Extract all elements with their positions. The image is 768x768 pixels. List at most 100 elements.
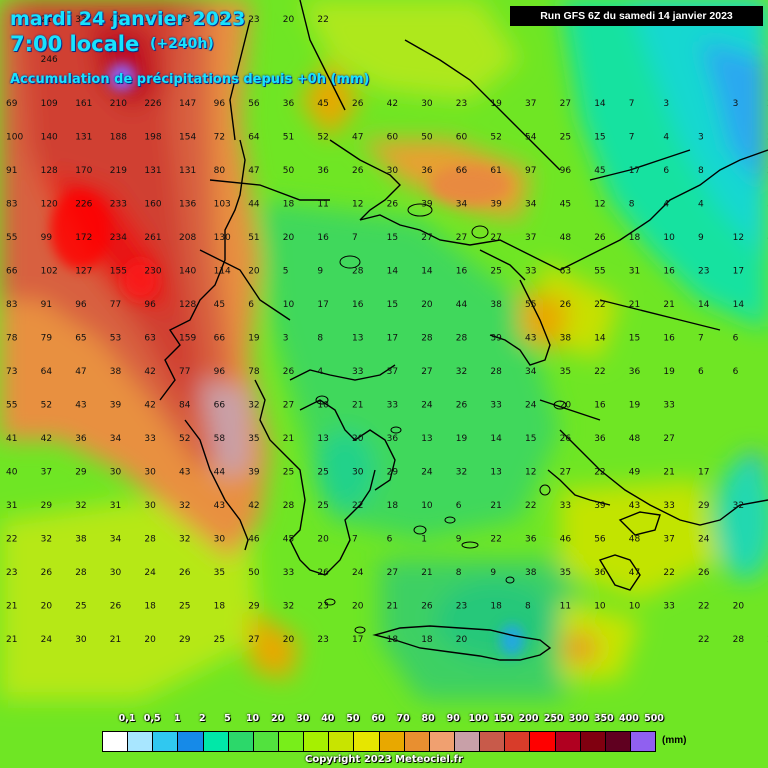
grid-value: 21 <box>352 401 363 411</box>
grid-value: 10 <box>421 501 433 511</box>
grid-value: 20 <box>283 635 295 645</box>
grid-value: 13 <box>317 434 328 444</box>
grid-value: 22 <box>317 15 328 25</box>
grid-value: 33 <box>560 501 571 511</box>
grid-value: 170 <box>75 166 92 176</box>
grid-value: 50 <box>421 133 433 143</box>
grid-value: 208 <box>179 233 196 243</box>
grid-value: 128 <box>41 166 58 176</box>
grid-value: 24 <box>421 468 433 478</box>
grid-value: 154 <box>179 133 196 143</box>
legend-tick: 80 <box>421 713 435 724</box>
grid-value: 50 <box>283 166 295 176</box>
grid-value: 44 <box>456 300 468 310</box>
grid-value: 233 <box>110 200 127 210</box>
grid-value: 78 <box>248 367 260 377</box>
grid-value: 21 <box>421 568 432 578</box>
grid-value: 21 <box>663 300 674 310</box>
legend-swatch <box>505 732 531 751</box>
grid-value: 24 <box>698 535 710 545</box>
grid-value: 26 <box>352 99 364 109</box>
color-legend <box>102 731 656 752</box>
grid-value: 44 <box>214 468 226 478</box>
grid-value: 26 <box>179 568 191 578</box>
grid-value: 30 <box>144 468 156 478</box>
grid-value: 96 <box>214 99 226 109</box>
grid-value: 31 <box>6 501 17 511</box>
legend-swatch <box>379 732 405 751</box>
grid-value: 14 <box>421 267 433 277</box>
forecast-lead-time: (+240h) <box>150 36 214 52</box>
grid-value: 24 <box>144 568 156 578</box>
grid-value: 77 <box>179 367 190 377</box>
grid-value: 32 <box>733 501 744 511</box>
grid-value: 37 <box>663 535 674 545</box>
grid-value: 34 <box>525 367 537 377</box>
legend-tick: 500 <box>644 713 664 724</box>
grid-value: 55 <box>6 401 17 411</box>
grid-value: 13 <box>352 334 363 344</box>
grid-value: 64 <box>248 133 260 143</box>
grid-value: 33 <box>144 434 155 444</box>
grid-value: 20 <box>283 15 295 25</box>
grid-value: 41 <box>6 434 17 444</box>
grid-value: 6 <box>248 300 254 310</box>
grid-value: 7 <box>629 99 635 109</box>
grid-value: 21 <box>629 300 640 310</box>
grid-value: 72 <box>214 133 225 143</box>
grid-value: 23 <box>698 267 709 277</box>
grid-value: 13 <box>421 434 432 444</box>
grid-value: 33 <box>663 602 674 612</box>
grid-value: 15 <box>594 133 605 143</box>
grid-value: 55 <box>594 267 605 277</box>
grid-value: 23 <box>456 602 467 612</box>
grid-value: 36 <box>629 367 641 377</box>
grid-value: 52 <box>317 133 328 143</box>
grid-value: 33 <box>352 367 363 377</box>
grid-value: 14 <box>594 334 606 344</box>
legend-swatch <box>580 732 606 751</box>
legend-tick: 400 <box>618 713 639 724</box>
grid-value: 39 <box>110 401 122 411</box>
grid-value: 36 <box>283 99 295 109</box>
grid-value: 35 <box>560 367 571 377</box>
grid-value: 22 <box>490 535 501 545</box>
grid-value: 100 <box>6 133 23 143</box>
grid-value: 43 <box>179 468 190 478</box>
grid-value: 32 <box>248 401 259 411</box>
legend-tick-labels: 0,1 0,5 1 2 5 10 20 30 40 50 60 70 80 90 100 150 200 250 3… <box>102 713 664 727</box>
legend-swatch <box>203 732 229 751</box>
grid-value: 32 <box>179 535 190 545</box>
detail-layers <box>50 63 524 656</box>
grid-value: 23 <box>456 99 467 109</box>
grid-value: 33 <box>283 568 294 578</box>
grid-value: 28 <box>733 635 745 645</box>
legend-tick: 10 <box>245 713 260 724</box>
grid-value: 27 <box>421 233 432 243</box>
legend-unit: (mm) <box>662 735 687 746</box>
grid-value: 24 <box>421 401 433 411</box>
grid-value: 78 <box>6 334 18 344</box>
grid-value: 19 <box>629 401 641 411</box>
grid-value: 13 <box>490 468 501 478</box>
grid-value: 172 <box>75 233 92 243</box>
grid-value: 20 <box>456 635 468 645</box>
grid-value: 9 <box>490 568 496 578</box>
grid-value: 226 <box>75 200 92 210</box>
grid-value: 32 <box>41 535 52 545</box>
legend-tick: 0,1 <box>118 713 136 724</box>
grid-value: 58 <box>214 434 226 444</box>
grid-value: 97 <box>525 166 536 176</box>
grid-value: 20 <box>41 602 53 612</box>
legend-swatch <box>128 732 154 751</box>
grid-value: 33 <box>663 401 674 411</box>
grid-value: 45 <box>594 166 605 176</box>
legend-swatch <box>605 732 631 751</box>
grid-value: 33 <box>179 15 190 25</box>
grid-value: 16 <box>352 300 364 310</box>
legend-swatch <box>304 732 330 751</box>
grid-value: 114 <box>214 267 231 277</box>
grid-value: 83 <box>6 300 17 310</box>
legend-tick: 250 <box>543 713 564 724</box>
